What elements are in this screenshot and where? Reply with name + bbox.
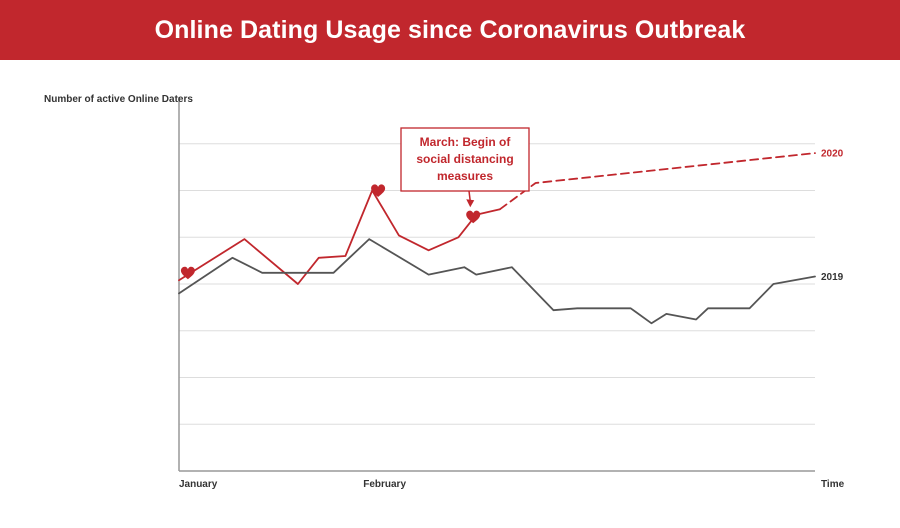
x-axis-label: Time — [821, 479, 845, 490]
chart-title: Online Dating Usage since Coronavirus Ou… — [154, 15, 746, 44]
annotation-text-line: measures — [437, 169, 493, 183]
annotation-arrow-head — [466, 199, 475, 208]
heart-markers — [180, 184, 481, 280]
series-label-2020: 2020 — [821, 149, 844, 160]
annotation-box — [400, 127, 530, 192]
axes — [178, 97, 815, 472]
y-axis-label: Number of active Online Daters — [44, 94, 193, 105]
title-banner: Online Dating Usage since Coronavirus Ou… — [0, 0, 900, 60]
annotation-arrow-line — [468, 190, 471, 202]
heart-icon — [371, 184, 386, 197]
x-tick-label: January — [179, 479, 218, 490]
series-line-2020-projected — [499, 152, 816, 211]
series-line-2019 — [178, 238, 816, 325]
series-label-2019: 2019 — [821, 272, 844, 283]
chart-labels: 2020 2019 Number of active Online Daters Ti… — [44, 94, 845, 490]
heart-icon — [466, 210, 481, 224]
x-tick-label: February — [363, 479, 406, 490]
annotation-text-line: social distancing — [416, 152, 513, 166]
annotation-text-line: March: Begin of — [420, 135, 512, 149]
annotation: March: Begin of social distancing measures — [400, 127, 530, 208]
heart-icon — [180, 266, 195, 280]
